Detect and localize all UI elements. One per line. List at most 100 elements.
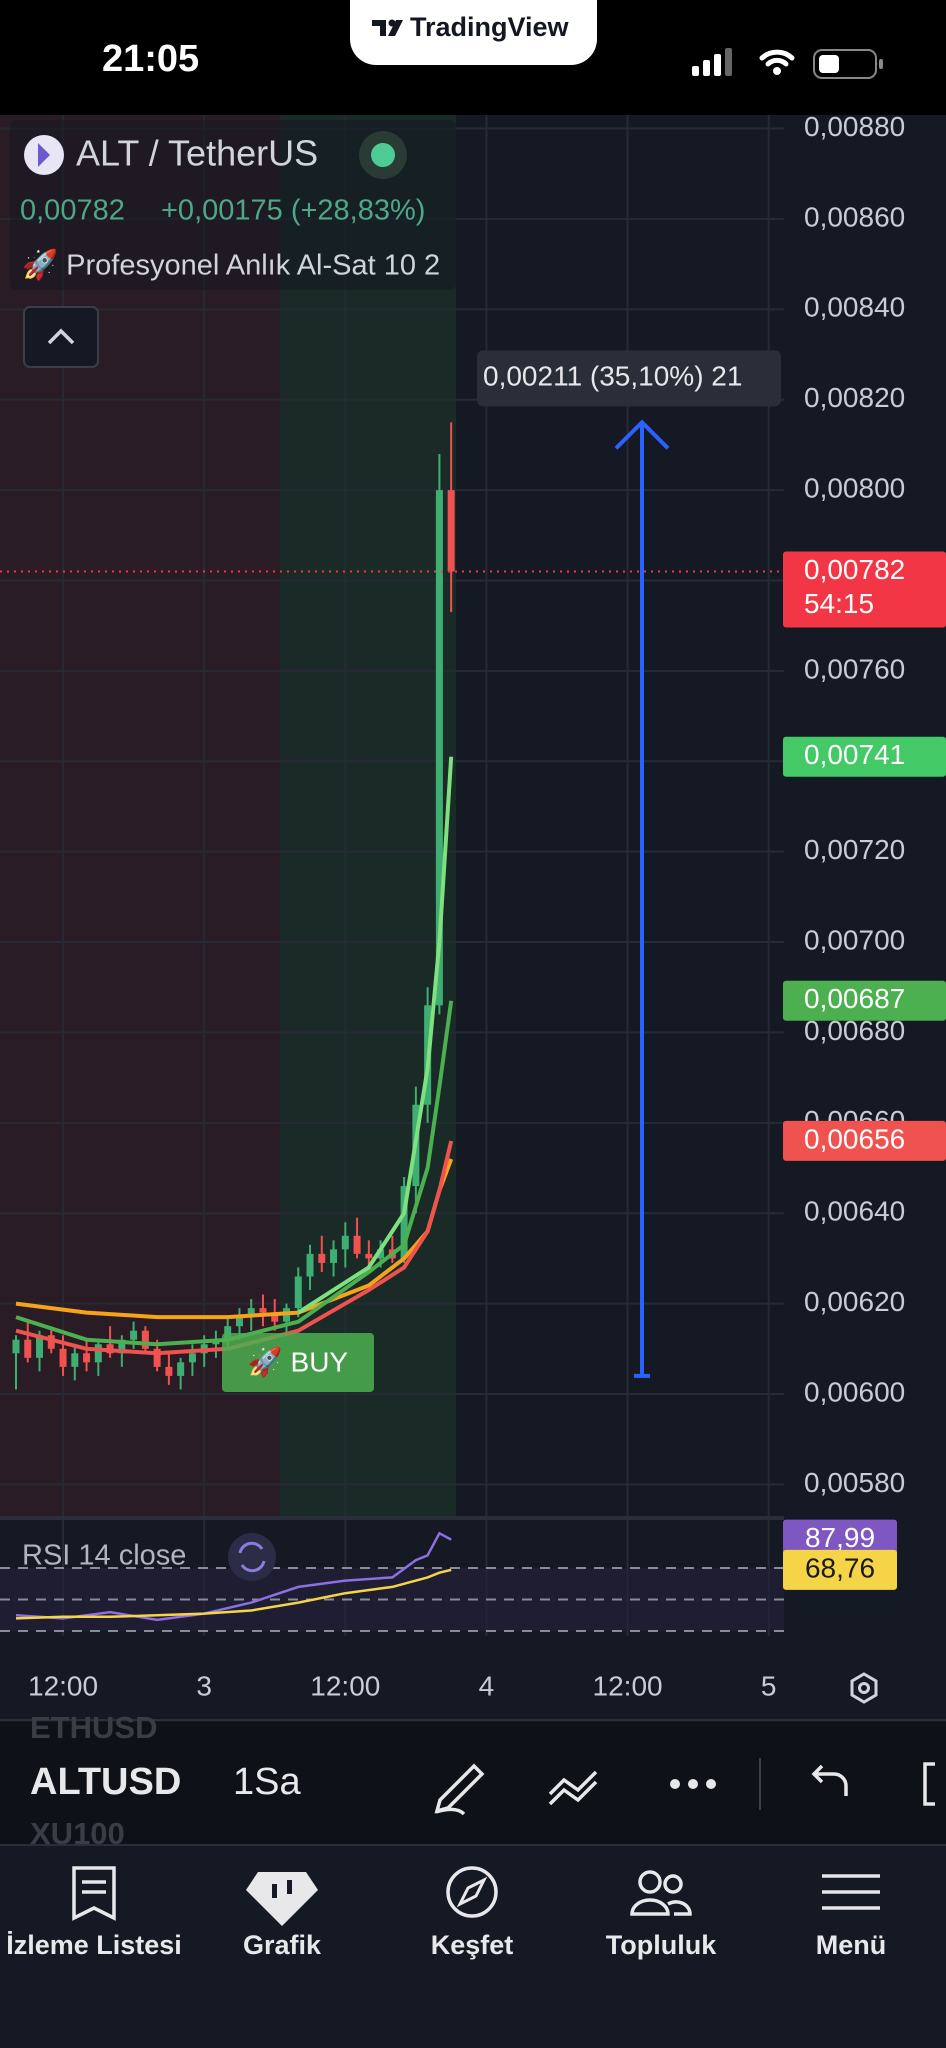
nav-label[interactable]: Menü (816, 1930, 887, 1960)
y-tick-label: 0,00860 (804, 201, 905, 232)
settings-icon-center (858, 1682, 870, 1694)
candle-body (400, 1186, 408, 1259)
candle-body (330, 1249, 338, 1263)
collapse-button[interactable] (23, 306, 99, 368)
more-button[interactable] (670, 1779, 716, 1789)
measure-label-box (477, 350, 781, 407)
candle-body (318, 1253, 326, 1263)
ma-line (297, 756, 454, 1315)
x-tick-label: 5 (761, 1670, 777, 1701)
candle-body (12, 1339, 20, 1354)
collapse-icon (47, 328, 75, 345)
y-tick-label: 0,00600 (804, 1376, 905, 1407)
rsi-ma-line (15, 1568, 452, 1620)
settings-icon[interactable] (850, 1672, 878, 1704)
candle-body (377, 1249, 385, 1259)
candle-body (353, 1235, 361, 1254)
chart-icon-candle (272, 1884, 277, 1898)
x-tick-label: 12:00 (310, 1670, 380, 1701)
symbol-button[interactable]: ALTUSD (30, 1761, 181, 1803)
refresh-icon (238, 1541, 266, 1573)
candle-body (36, 1335, 44, 1358)
candle-body (365, 1253, 373, 1259)
clock: 21:05 (102, 38, 199, 80)
price-tag (783, 736, 946, 777)
undo-button[interactable] (811, 1764, 848, 1796)
signal-icon (692, 48, 732, 76)
y-tick-label: 0,00640 (804, 1196, 905, 1227)
candle-body (271, 1312, 279, 1322)
chart-icon (246, 1872, 318, 1926)
price-change: +0,00175 (+28,83%) (161, 195, 425, 227)
candle-body (83, 1353, 91, 1363)
interval-button[interactable]: 1Sa (233, 1761, 301, 1803)
candle-body (447, 490, 455, 572)
nav-label[interactable]: Topluluk (606, 1930, 717, 1960)
measure-arrowhead (614, 419, 670, 450)
symbol-title: ALT / TetherUS (76, 133, 318, 174)
market-status-dot (371, 143, 395, 167)
price-tag-label: 0,00741 (804, 739, 905, 770)
rsi-title: RSI 14 close (22, 1540, 186, 1572)
candle-body (71, 1353, 79, 1367)
candle-body (306, 1253, 314, 1277)
symbol-prev: ETHUSD (30, 1710, 157, 1745)
candle-body (153, 1348, 161, 1367)
rsi-pane (0, 1531, 784, 1632)
price-tag-label: 0,00656 (804, 1123, 905, 1154)
candle-body (24, 1339, 32, 1358)
candle-body (247, 1308, 255, 1318)
buy-signal: 🚀 BUY (222, 1333, 374, 1392)
indicators-tool[interactable] (548, 1770, 598, 1806)
price-tag-label: 0,00687 (804, 983, 905, 1014)
explore-needle (456, 1876, 488, 1908)
y-tick-label: 0,00800 (804, 472, 905, 503)
x-tick-label: 12:00 (28, 1670, 98, 1701)
plot: 🚀 BUY 0,00211 (35,10%) 21 (0, 350, 784, 1392)
candle-body (47, 1335, 55, 1349)
fullscreen-button[interactable] (923, 1762, 935, 1806)
y-tick-label: 0,00700 (804, 924, 905, 955)
price-tag (783, 1120, 946, 1161)
candle-body (435, 490, 443, 1006)
last-price: 0,00782 (20, 195, 125, 227)
candle-body (94, 1344, 102, 1363)
candle-body (235, 1317, 243, 1327)
price-tag-label: 0,00782 (804, 554, 905, 585)
explore-icon (446, 1866, 498, 1918)
brand-name: TradingView (410, 12, 570, 42)
price-tag-countdown: 54:15 (804, 588, 874, 619)
wifi-icon (759, 49, 795, 67)
y-tick-label: 0,00820 (804, 382, 905, 413)
candle-body (341, 1235, 349, 1250)
rsi-line (15, 1531, 452, 1622)
community-icon (663, 1874, 683, 1894)
y-tick-label: 0,00760 (804, 653, 905, 684)
buy-signal-box (222, 1333, 374, 1392)
rsi-tag-label: 87,99 (805, 1522, 875, 1553)
nav-labels: İzleme Listesi Grafik Keşfet Topluluk Menü (6, 1930, 886, 1960)
watchlist-icon (72, 1866, 116, 1921)
nav-label[interactable]: İzleme Listesi (6, 1930, 182, 1960)
candle-body (259, 1308, 267, 1313)
candle-body (224, 1326, 232, 1340)
price-tag (783, 980, 946, 1021)
nav-label[interactable]: Keşfet (431, 1930, 514, 1960)
draw-tool[interactable] (434, 1763, 485, 1816)
brand-logo-dot (388, 19, 396, 27)
rsi-tag-label: 68,76 (805, 1552, 875, 1583)
candle-body (188, 1353, 196, 1363)
nav-label[interactable]: Grafik (243, 1930, 322, 1960)
x-tick-label: 12:00 (593, 1670, 663, 1701)
y-tick-label: 0,00720 (804, 834, 905, 865)
buy-signal-label: 🚀 BUY (248, 1345, 349, 1378)
chart-icon-candle (287, 1880, 292, 1894)
battery-tip (879, 59, 883, 69)
refresh-button[interactable] (228, 1533, 276, 1581)
community-icon-body (630, 1898, 692, 1916)
candle-body (59, 1348, 67, 1367)
battery-icon (813, 49, 877, 79)
x-tick-label: 3 (196, 1670, 212, 1701)
